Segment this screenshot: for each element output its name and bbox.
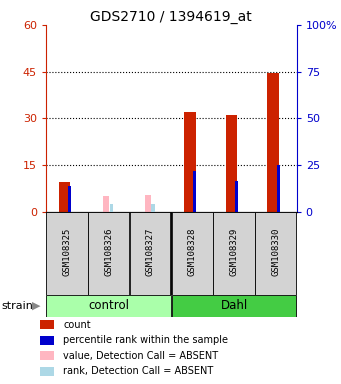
Text: percentile rank within the sample: percentile rank within the sample [63,335,228,345]
Text: GSM108328: GSM108328 [188,227,197,276]
Text: GSM108329: GSM108329 [229,227,238,276]
Bar [130,212,171,295]
Bar [68,186,71,212]
Bar [145,195,151,212]
Bar [103,196,109,212]
Bar [46,295,171,317]
Bar [172,295,296,317]
Bar [151,204,154,212]
Bar [184,112,196,212]
Bar [226,115,237,212]
Bar [267,73,279,212]
Text: GSM108326: GSM108326 [104,227,113,276]
Text: GDS2710 / 1394619_at: GDS2710 / 1394619_at [90,10,251,23]
Bar [277,165,280,212]
Bar [213,212,255,295]
Bar [40,321,54,329]
Bar [40,336,54,345]
Bar [88,212,129,295]
Bar [40,367,54,376]
Bar [193,171,196,212]
Bar [255,212,296,295]
Text: Dahl: Dahl [220,299,248,312]
Bar [59,182,70,212]
Bar [172,212,213,295]
Bar [46,212,88,295]
Text: rank, Detection Call = ABSENT: rank, Detection Call = ABSENT [63,366,213,376]
Text: count: count [63,320,91,330]
Bar [235,181,238,212]
Bar [40,351,54,360]
Text: GSM108325: GSM108325 [62,227,71,276]
Text: GSM108327: GSM108327 [146,227,155,276]
Text: ▶: ▶ [32,301,41,311]
Bar [109,205,113,212]
Text: GSM108330: GSM108330 [271,227,280,276]
Text: strain: strain [2,301,33,311]
Text: control: control [88,299,129,312]
Text: value, Detection Call = ABSENT: value, Detection Call = ABSENT [63,351,218,361]
